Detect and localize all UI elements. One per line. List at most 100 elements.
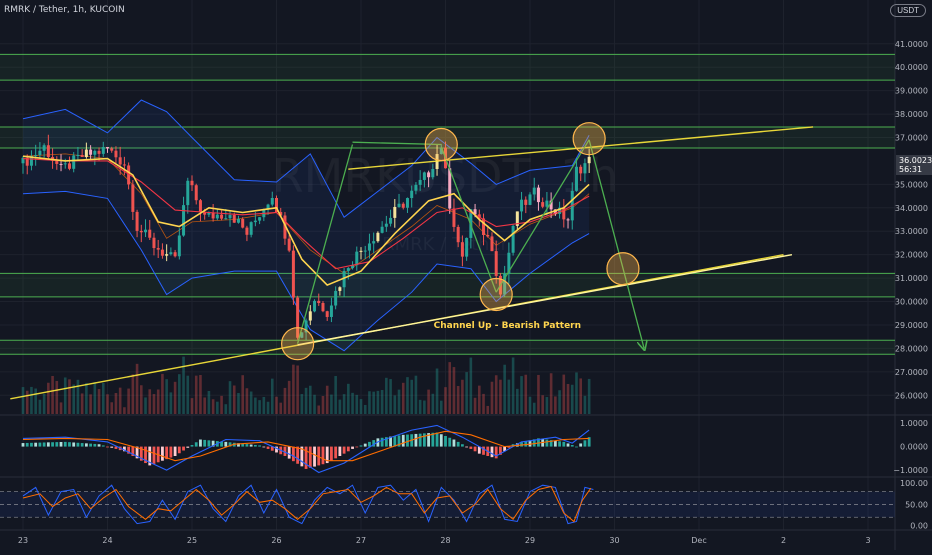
macd-bar bbox=[182, 446, 185, 451]
macd-tick-label: 0.0000 bbox=[900, 443, 928, 452]
macd-bar bbox=[63, 441, 67, 447]
macd-bar bbox=[342, 446, 346, 454]
candle-body bbox=[465, 237, 469, 257]
candle-body bbox=[329, 305, 333, 317]
volume-bar bbox=[452, 367, 456, 414]
volume-bar bbox=[30, 386, 33, 414]
macd-bar bbox=[199, 439, 202, 447]
candle-body bbox=[431, 169, 435, 178]
volume-bar bbox=[241, 375, 244, 414]
time-tick-label: 3 bbox=[865, 536, 870, 545]
candle-body bbox=[460, 242, 464, 257]
candle-body bbox=[342, 270, 346, 288]
price-tick-label: 35.0000 bbox=[895, 180, 928, 189]
currency-label: USDT bbox=[897, 6, 919, 15]
volume-bar bbox=[279, 402, 283, 414]
macd-bar bbox=[89, 443, 92, 447]
volume-bar bbox=[368, 391, 371, 414]
candle-body bbox=[389, 217, 393, 224]
macd-bar bbox=[406, 434, 409, 447]
currency-badge[interactable]: USDT bbox=[890, 4, 926, 17]
macd-bar bbox=[482, 446, 485, 455]
macd-bar bbox=[465, 446, 469, 448]
volume-bar bbox=[418, 399, 422, 414]
macd-bar bbox=[570, 445, 574, 447]
macd-bar bbox=[34, 442, 38, 447]
candle-body bbox=[144, 229, 148, 233]
volume-bar bbox=[401, 382, 405, 414]
candle-body bbox=[308, 311, 312, 321]
volume-bar bbox=[55, 380, 59, 414]
candle-body bbox=[253, 220, 257, 223]
macd-bar bbox=[422, 433, 426, 447]
macd-bar bbox=[490, 446, 494, 458]
candle-body bbox=[249, 222, 253, 235]
channel-lower-line bbox=[297, 253, 793, 346]
candle-body bbox=[422, 172, 426, 180]
macd-bar bbox=[562, 441, 566, 447]
volume-bar bbox=[524, 374, 528, 414]
volume-bar bbox=[334, 376, 337, 414]
volume-bar bbox=[296, 365, 299, 414]
macd-bar bbox=[313, 446, 316, 467]
candle-body bbox=[439, 147, 443, 155]
macd-bar bbox=[283, 446, 287, 456]
macd-bar bbox=[368, 441, 371, 447]
volume-bar bbox=[262, 396, 266, 414]
macd-bar bbox=[148, 446, 152, 466]
macd-bar bbox=[220, 441, 223, 447]
macd-bar bbox=[224, 441, 228, 447]
candle-body bbox=[165, 254, 169, 256]
volume-bar bbox=[330, 394, 333, 414]
volume-bar bbox=[42, 393, 46, 414]
volume-bar bbox=[570, 384, 574, 414]
candle-body bbox=[110, 148, 114, 151]
macd-bar bbox=[253, 444, 257, 447]
macd-bar bbox=[452, 439, 456, 447]
macd-bar bbox=[110, 446, 114, 448]
candle-body bbox=[536, 187, 540, 203]
last-price: 36.0023 bbox=[899, 155, 932, 165]
volume-bar bbox=[118, 387, 122, 414]
macd-bar bbox=[321, 446, 325, 465]
macd-bar bbox=[427, 433, 430, 447]
macd-bar bbox=[144, 446, 147, 464]
candle-body bbox=[359, 250, 363, 252]
macd-bar bbox=[101, 445, 105, 447]
pivot-circle bbox=[479, 277, 513, 312]
macd-bar bbox=[389, 436, 392, 447]
time-tick-label: 30 bbox=[609, 536, 619, 545]
time-tick-label: Dec bbox=[691, 536, 706, 545]
macd-bar bbox=[97, 444, 101, 447]
candle-body bbox=[76, 154, 80, 156]
candle-body bbox=[275, 197, 278, 213]
volume-bar bbox=[503, 364, 506, 414]
candle-body bbox=[135, 211, 139, 231]
volume-bar bbox=[473, 397, 477, 414]
candle-body bbox=[63, 163, 67, 165]
volume-bar bbox=[338, 399, 342, 414]
candle-body bbox=[291, 250, 295, 298]
macd-bar bbox=[524, 441, 528, 447]
macd-bar bbox=[59, 442, 63, 447]
candle-body bbox=[97, 150, 101, 154]
candle-body bbox=[532, 187, 536, 195]
candle-body bbox=[507, 252, 511, 274]
volume-bar bbox=[397, 389, 401, 414]
macd-bar bbox=[228, 442, 232, 447]
macd-bar bbox=[68, 442, 71, 447]
volume-bar bbox=[68, 379, 71, 414]
price-tick-label: 27.0000 bbox=[895, 368, 928, 377]
stoch-k-line bbox=[22, 484, 594, 525]
volume-bar bbox=[131, 374, 135, 414]
macd-bar bbox=[42, 442, 46, 447]
volume-bar bbox=[220, 395, 223, 414]
candle-body bbox=[562, 207, 566, 220]
macd-bar bbox=[203, 439, 207, 447]
volume-bar bbox=[144, 397, 147, 414]
volume-bar bbox=[254, 397, 257, 414]
volume-bar bbox=[25, 390, 29, 414]
candle-body bbox=[372, 241, 376, 244]
